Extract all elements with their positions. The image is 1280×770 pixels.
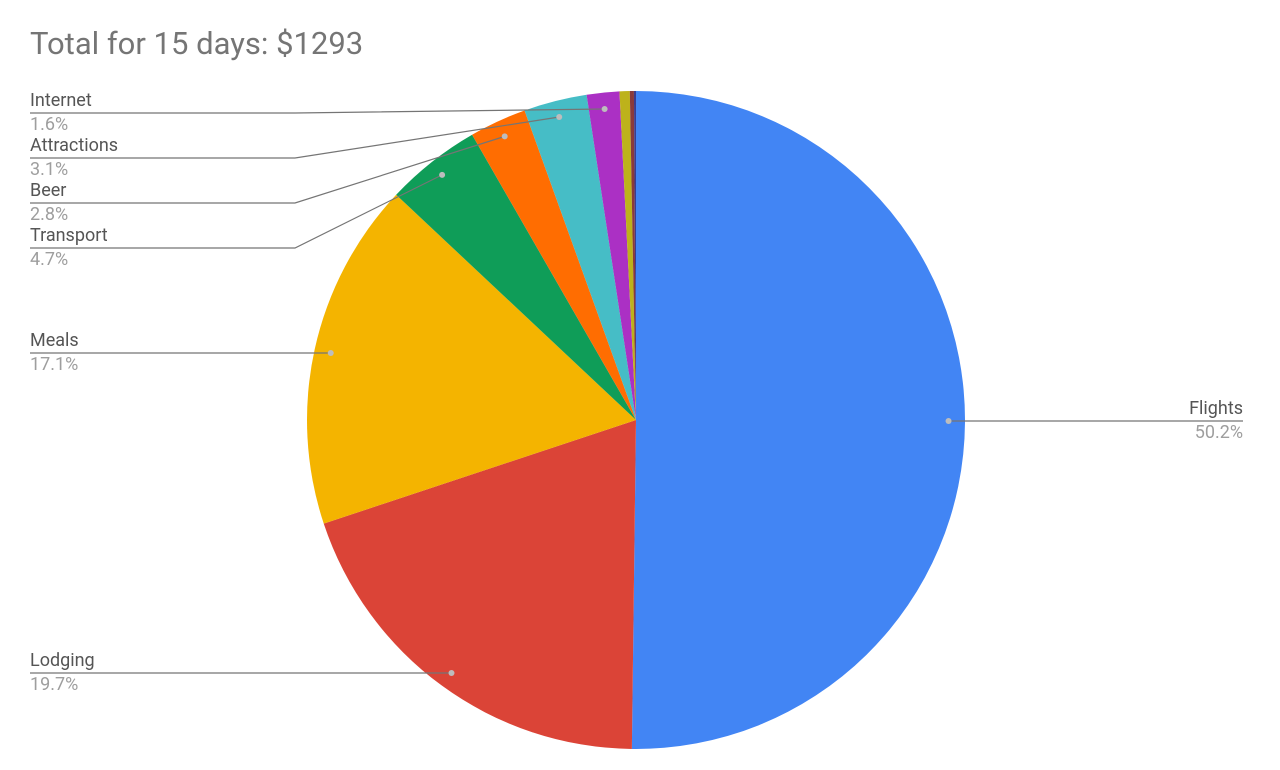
leader-dot	[945, 418, 952, 424]
leader-line	[30, 116, 560, 159]
slice-label: Attractions	[30, 135, 118, 156]
slice-label: Lodging	[30, 650, 95, 671]
leader-dot	[448, 670, 455, 676]
slice-value-label: 50.2%	[1195, 422, 1243, 443]
pie-slice	[323, 420, 636, 749]
leader-dot	[556, 114, 563, 121]
leader-line	[30, 135, 505, 204]
slice-label: Transport	[30, 225, 108, 246]
leader-line	[30, 174, 443, 249]
slice-value-label: 3.1%	[30, 159, 68, 180]
chart-title: Total for 15 days: $1293	[30, 25, 363, 62]
leader-dot	[501, 133, 508, 140]
slice-value-label: 17.1%	[30, 354, 78, 375]
slice-label: Internet	[30, 90, 92, 111]
leader-dot	[439, 171, 446, 178]
pie-slice	[524, 94, 636, 420]
pie-slice	[472, 110, 636, 420]
pie-slice	[396, 134, 636, 420]
slice-value-label: 4.7%	[30, 249, 68, 270]
pie-slice	[633, 91, 636, 420]
slice-label: Flights	[1189, 398, 1243, 419]
slice-value-label: 2.8%	[30, 204, 68, 225]
pie-slice	[619, 91, 636, 421]
pie-slice	[307, 194, 636, 524]
pie-slice	[586, 91, 636, 421]
leader-dot	[327, 350, 334, 356]
slice-label: Meals	[30, 330, 79, 351]
slice-value-label: 19.7%	[30, 674, 78, 695]
slice-label: Beer	[30, 180, 66, 201]
pie-slice	[631, 91, 966, 749]
slice-value-label: 1.6%	[30, 114, 68, 135]
leader-dot	[601, 106, 608, 113]
pie-slice	[629, 91, 636, 420]
leader-line	[30, 108, 605, 114]
